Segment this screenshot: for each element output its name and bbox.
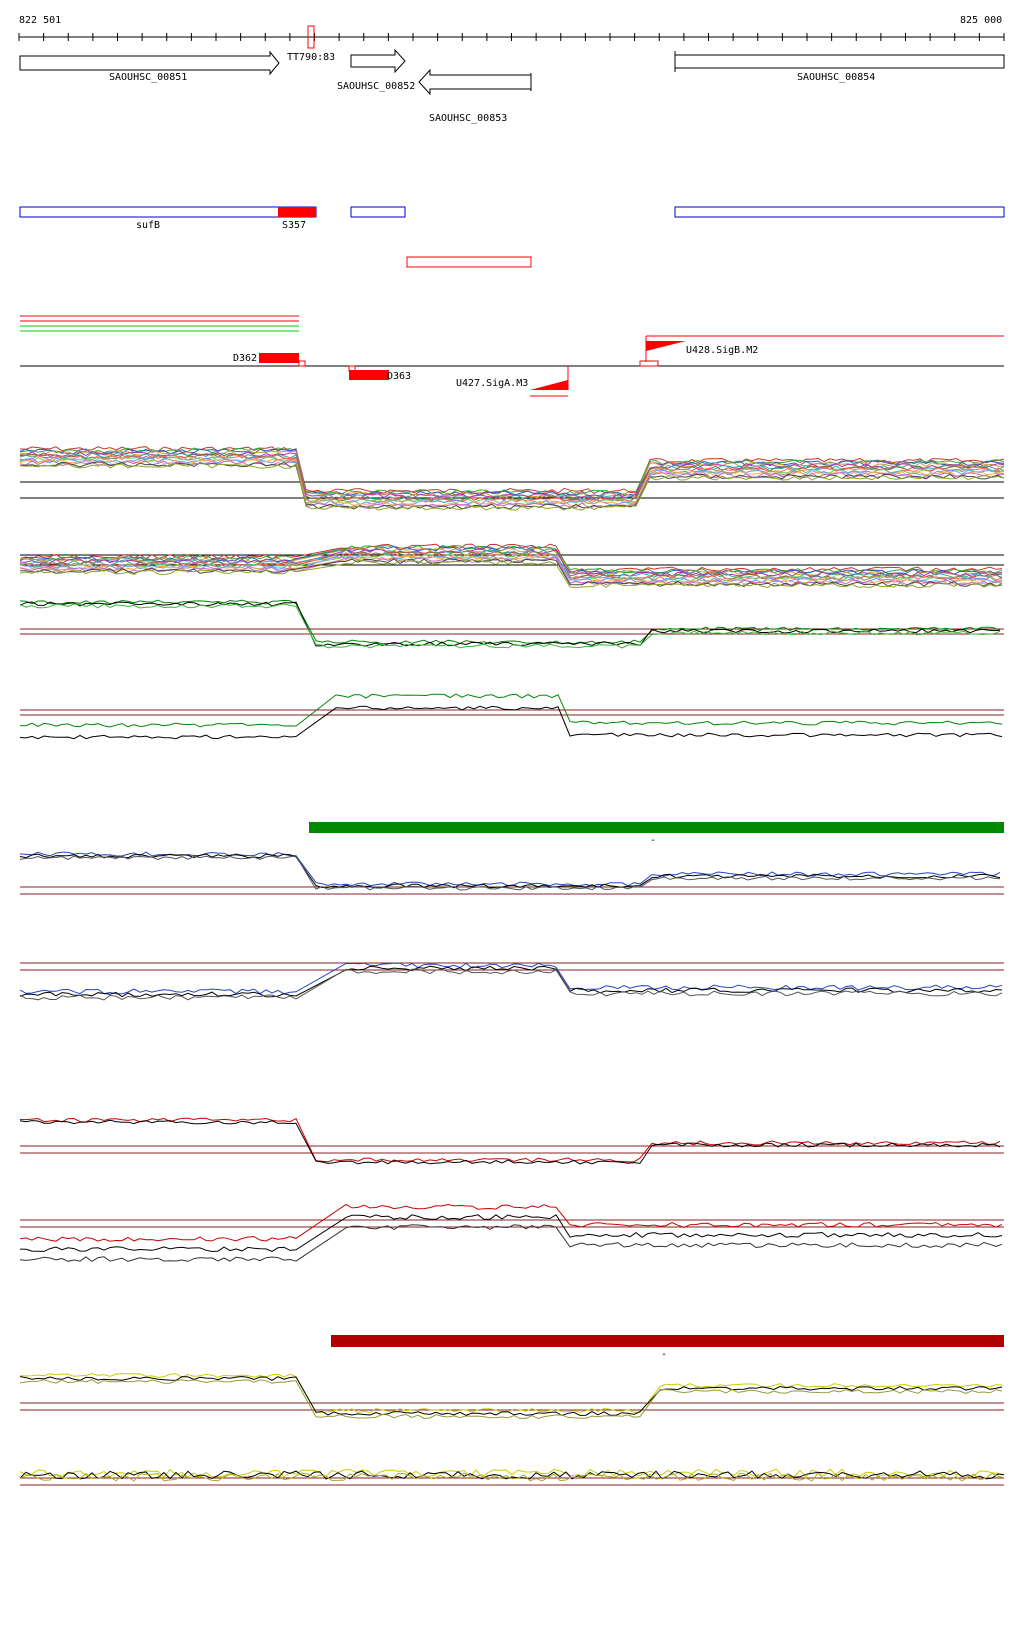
- gene-SAOUHSC_00852[interactable]: SAOUHSC_00852: [337, 48, 415, 92]
- gene-SAOUHSC_00851[interactable]: SAOUHSC_00851: [19, 50, 280, 83]
- multi-profile-track-2: [19, 543, 1004, 589]
- red-bar-label: -: [661, 1349, 667, 1360]
- ruler-start-label: 822 501: [19, 15, 61, 26]
- profile-line: [19, 553, 1003, 583]
- profile-line: [19, 705, 1003, 740]
- profile-line: [19, 446, 1005, 494]
- segment-block[interactable]: [350, 206, 406, 218]
- profile-line: [19, 462, 1005, 511]
- feature-U427-label: U427.SigA.M3: [456, 378, 528, 389]
- feature-track: D362 D363 U427.SigA.M3 U428.SigB.M2: [20, 315, 1004, 397]
- feature-D363-label: D363: [387, 371, 411, 382]
- feature-U428-SigB-M2[interactable]: U428.SigB.M2: [639, 335, 1004, 367]
- gene-SAOUHSC_00853[interactable]: SAOUHSC_00853: [418, 68, 532, 124]
- profile-line: [19, 1203, 1003, 1242]
- gene-SAOUHSC_00854[interactable]: SAOUHSC_00854: [674, 51, 1005, 83]
- profile-line: [19, 1472, 1005, 1482]
- profile-line: [19, 458, 1005, 507]
- multi-profile-track-1: [19, 446, 1005, 511]
- profile-line: [19, 453, 1005, 502]
- profile-line: [19, 448, 1005, 497]
- profile-line: [19, 545, 1003, 575]
- profile-line: [20, 544, 1003, 574]
- profile-line: [19, 693, 1003, 728]
- yellow-profile-track-1: [19, 1372, 1004, 1420]
- red-profile-track-2: [19, 1203, 1004, 1263]
- summary-bars: - -: [309, 822, 1004, 1360]
- segment-S357[interactable]: [278, 207, 316, 217]
- feature-D363[interactable]: D363: [348, 365, 411, 382]
- segment-S357-label: S357: [282, 220, 306, 231]
- profile-line: [19, 1117, 1001, 1163]
- profile-line: [19, 451, 1005, 500]
- profile-line: [19, 853, 1001, 889]
- tss-marker[interactable]: [307, 25, 315, 49]
- gene-track: SAOUHSC_00851 SAOUHSC_00852 SAOUHSC_0085…: [19, 48, 1005, 124]
- red-profile-track-1: [19, 1117, 1004, 1165]
- profile-line: [20, 558, 1003, 587]
- profile-line: [19, 962, 1003, 995]
- profile-line: [19, 456, 1005, 505]
- profile-line: [19, 601, 1001, 647]
- segment-sufB-label: sufB: [136, 220, 160, 231]
- profile-line: [19, 457, 1005, 506]
- gene-label: SAOUHSC_00852: [337, 81, 415, 92]
- profile-line: [19, 559, 1003, 589]
- segment-antisense-block[interactable]: [406, 256, 532, 268]
- profile-line: [19, 965, 1003, 998]
- feature-D362[interactable]: D362: [233, 353, 306, 367]
- green-bar-label: -: [650, 835, 656, 846]
- profile-line: [19, 855, 1001, 891]
- feature-U428-label: U428.SigB.M2: [686, 345, 758, 356]
- ruler-ticks: [18, 33, 1005, 41]
- blue-profile-track-1: [19, 851, 1004, 895]
- profile-line: [19, 1214, 1003, 1253]
- green-segment-bar[interactable]: [309, 822, 1004, 833]
- profile-line: [19, 968, 1003, 1001]
- gene-label: SAOUHSC_00853: [429, 113, 507, 124]
- ruler-end-label: 825 000: [960, 15, 1002, 26]
- segment-sufB[interactable]: [19, 206, 317, 218]
- coordinate-ruler: 822 501 825 000 TT790:83: [18, 15, 1005, 63]
- yellow-profile-track-2: [19, 1468, 1005, 1486]
- gene-label: SAOUHSC_00851: [109, 72, 187, 83]
- profile-line: [19, 599, 1001, 645]
- profile-line: [19, 449, 1005, 498]
- profile-line: [19, 1375, 1003, 1417]
- profile-line: [19, 603, 1001, 649]
- profile-line: [19, 452, 1005, 501]
- gene-label: SAOUHSC_00854: [797, 72, 875, 83]
- profile-line: [19, 1372, 1003, 1414]
- profile-line: [19, 1468, 1005, 1478]
- profile-line: [19, 1224, 1003, 1263]
- feature-U427-SigA-M3[interactable]: U427.SigA.M3: [456, 366, 569, 397]
- profile-line: [19, 1379, 1003, 1420]
- segment-track: sufB S357: [19, 206, 1005, 268]
- profile-line: [19, 555, 1003, 585]
- profile-line: [19, 460, 1004, 509]
- profile-line: [19, 1119, 1001, 1165]
- green-profile-track-1: [19, 599, 1004, 649]
- segment-block[interactable]: [674, 206, 1005, 218]
- green-profile-track-2: [19, 693, 1004, 740]
- tss-marker-label: TT790:83: [287, 52, 335, 63]
- red-segment-bar[interactable]: [331, 1335, 1004, 1347]
- feature-D362-label: D362: [233, 353, 257, 364]
- expression-profiles: [19, 446, 1005, 1486]
- blue-profile-track-2: [19, 962, 1004, 1001]
